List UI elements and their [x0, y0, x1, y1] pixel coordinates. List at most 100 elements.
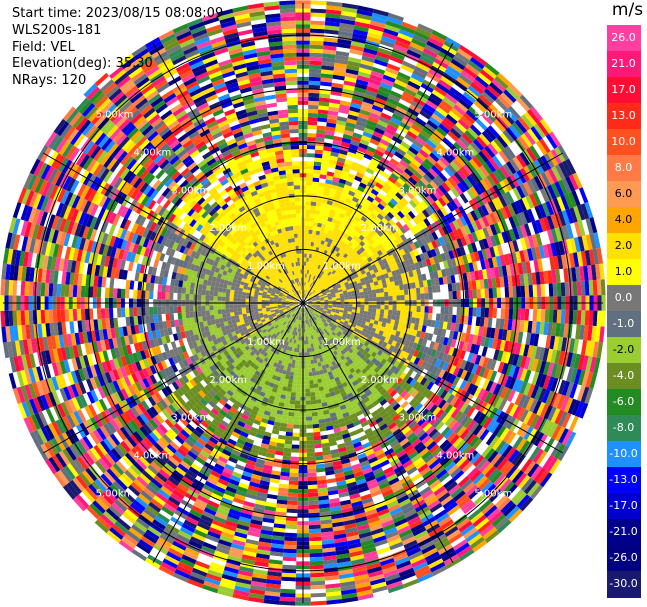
velocity-gate	[330, 184, 338, 190]
velocity-gate	[561, 210, 571, 225]
velocity-gate	[304, 241, 308, 246]
velocity-gate	[351, 263, 358, 269]
velocity-gate	[304, 277, 307, 282]
velocity-gate	[328, 106, 340, 113]
velocity-gate	[309, 384, 315, 389]
velocity-gate	[336, 229, 342, 235]
velocity-gate	[316, 283, 321, 288]
velocity-gate	[351, 229, 358, 235]
velocity-gate	[414, 30, 430, 41]
velocity-gate	[324, 286, 329, 290]
velocity-gate	[306, 157, 315, 162]
velocity-gate	[313, 286, 317, 290]
velocity-gate	[321, 65, 335, 71]
velocity-gate	[410, 263, 416, 271]
velocity-gate	[320, 166, 329, 172]
velocity-gate	[403, 182, 412, 192]
velocity-gate	[411, 197, 421, 206]
velocity-gate	[293, 424, 300, 429]
velocity-gate	[357, 263, 363, 269]
velocity-gate	[565, 208, 574, 224]
velocity-gate	[348, 247, 354, 253]
velocity-gate	[487, 200, 497, 213]
velocity-gate	[364, 294, 369, 299]
velocity-gate	[367, 164, 377, 172]
velocity-gate	[472, 289, 477, 299]
velocity-gate	[404, 305, 409, 312]
velocity-gate	[449, 86, 463, 98]
velocity-gate	[371, 235, 378, 243]
velocity-gate	[427, 241, 435, 251]
velocity-gate	[402, 137, 413, 147]
velocity-gate	[391, 113, 404, 122]
velocity-gate	[364, 199, 372, 206]
velocity-gate	[310, 392, 316, 397]
velocity-gate	[483, 109, 497, 123]
velocity-gate	[357, 116, 368, 124]
velocity-gate	[501, 148, 513, 162]
velocity-gate	[533, 175, 544, 190]
velocity-gate	[349, 260, 356, 266]
velocity-gate	[508, 286, 514, 298]
velocity-gate	[338, 26, 354, 33]
velocity-gate	[310, 399, 317, 405]
velocity-gate	[376, 192, 385, 200]
velocity-gate	[376, 266, 383, 272]
velocity-gate	[394, 180, 403, 189]
velocity-gate	[539, 138, 551, 154]
velocity-gate	[410, 143, 422, 153]
velocity-gate	[357, 185, 365, 193]
velocity-gate	[367, 256, 373, 263]
velocity-gate	[346, 64, 360, 72]
velocity-gate	[336, 186, 344, 192]
velocity-gate	[416, 293, 421, 300]
velocity-gate	[313, 291, 317, 295]
velocity-gate	[491, 79, 506, 93]
velocity-gate	[333, 70, 346, 77]
velocity-gate	[311, 279, 314, 284]
velocity-gate	[460, 236, 468, 247]
velocity-gate	[317, 117, 328, 123]
velocity-gate	[287, 383, 293, 388]
velocity-gate	[336, 303, 341, 306]
velocity-gate	[310, 4, 327, 10]
velocity-gate	[304, 285, 306, 290]
velocity-gate	[381, 108, 394, 117]
velocity-gate	[320, 281, 325, 286]
velocity-gate	[311, 298, 316, 301]
velocity-gate	[469, 56, 485, 70]
velocity-gate	[326, 290, 331, 294]
velocity-gate	[488, 307, 494, 318]
velocity-gate	[410, 73, 425, 83]
velocity-gate	[374, 195, 383, 204]
velocity-gate	[338, 153, 347, 160]
velocity-gate	[308, 92, 320, 98]
velocity-gate	[448, 306, 453, 315]
velocity-gate	[320, 261, 325, 267]
velocity-gate	[445, 223, 453, 234]
velocity-gate	[392, 295, 397, 301]
velocity-gate	[339, 272, 344, 278]
velocity-gate	[536, 121, 550, 137]
velocity-gate	[303, 277, 305, 282]
velocity-gate	[415, 136, 427, 146]
velocity-gate	[380, 292, 385, 297]
velocity-gate	[315, 296, 320, 299]
velocity-gate	[418, 211, 427, 221]
velocity-gate	[499, 165, 510, 179]
velocity-gate	[439, 313, 445, 322]
velocity-gate	[403, 87, 417, 97]
velocity-gate	[325, 130, 335, 136]
velocity-gate	[463, 214, 471, 225]
velocity-gate	[376, 296, 381, 302]
velocity-gate	[486, 85, 501, 98]
velocity-gate	[319, 286, 324, 290]
velocity-gate	[316, 260, 321, 265]
velocity-gate	[316, 125, 327, 131]
velocity-gate	[400, 197, 409, 206]
velocity-gate	[421, 259, 428, 268]
velocity-gate	[556, 196, 566, 212]
velocity-gate	[560, 282, 566, 297]
velocity-gate	[325, 288, 330, 292]
velocity-gate	[429, 213, 438, 223]
